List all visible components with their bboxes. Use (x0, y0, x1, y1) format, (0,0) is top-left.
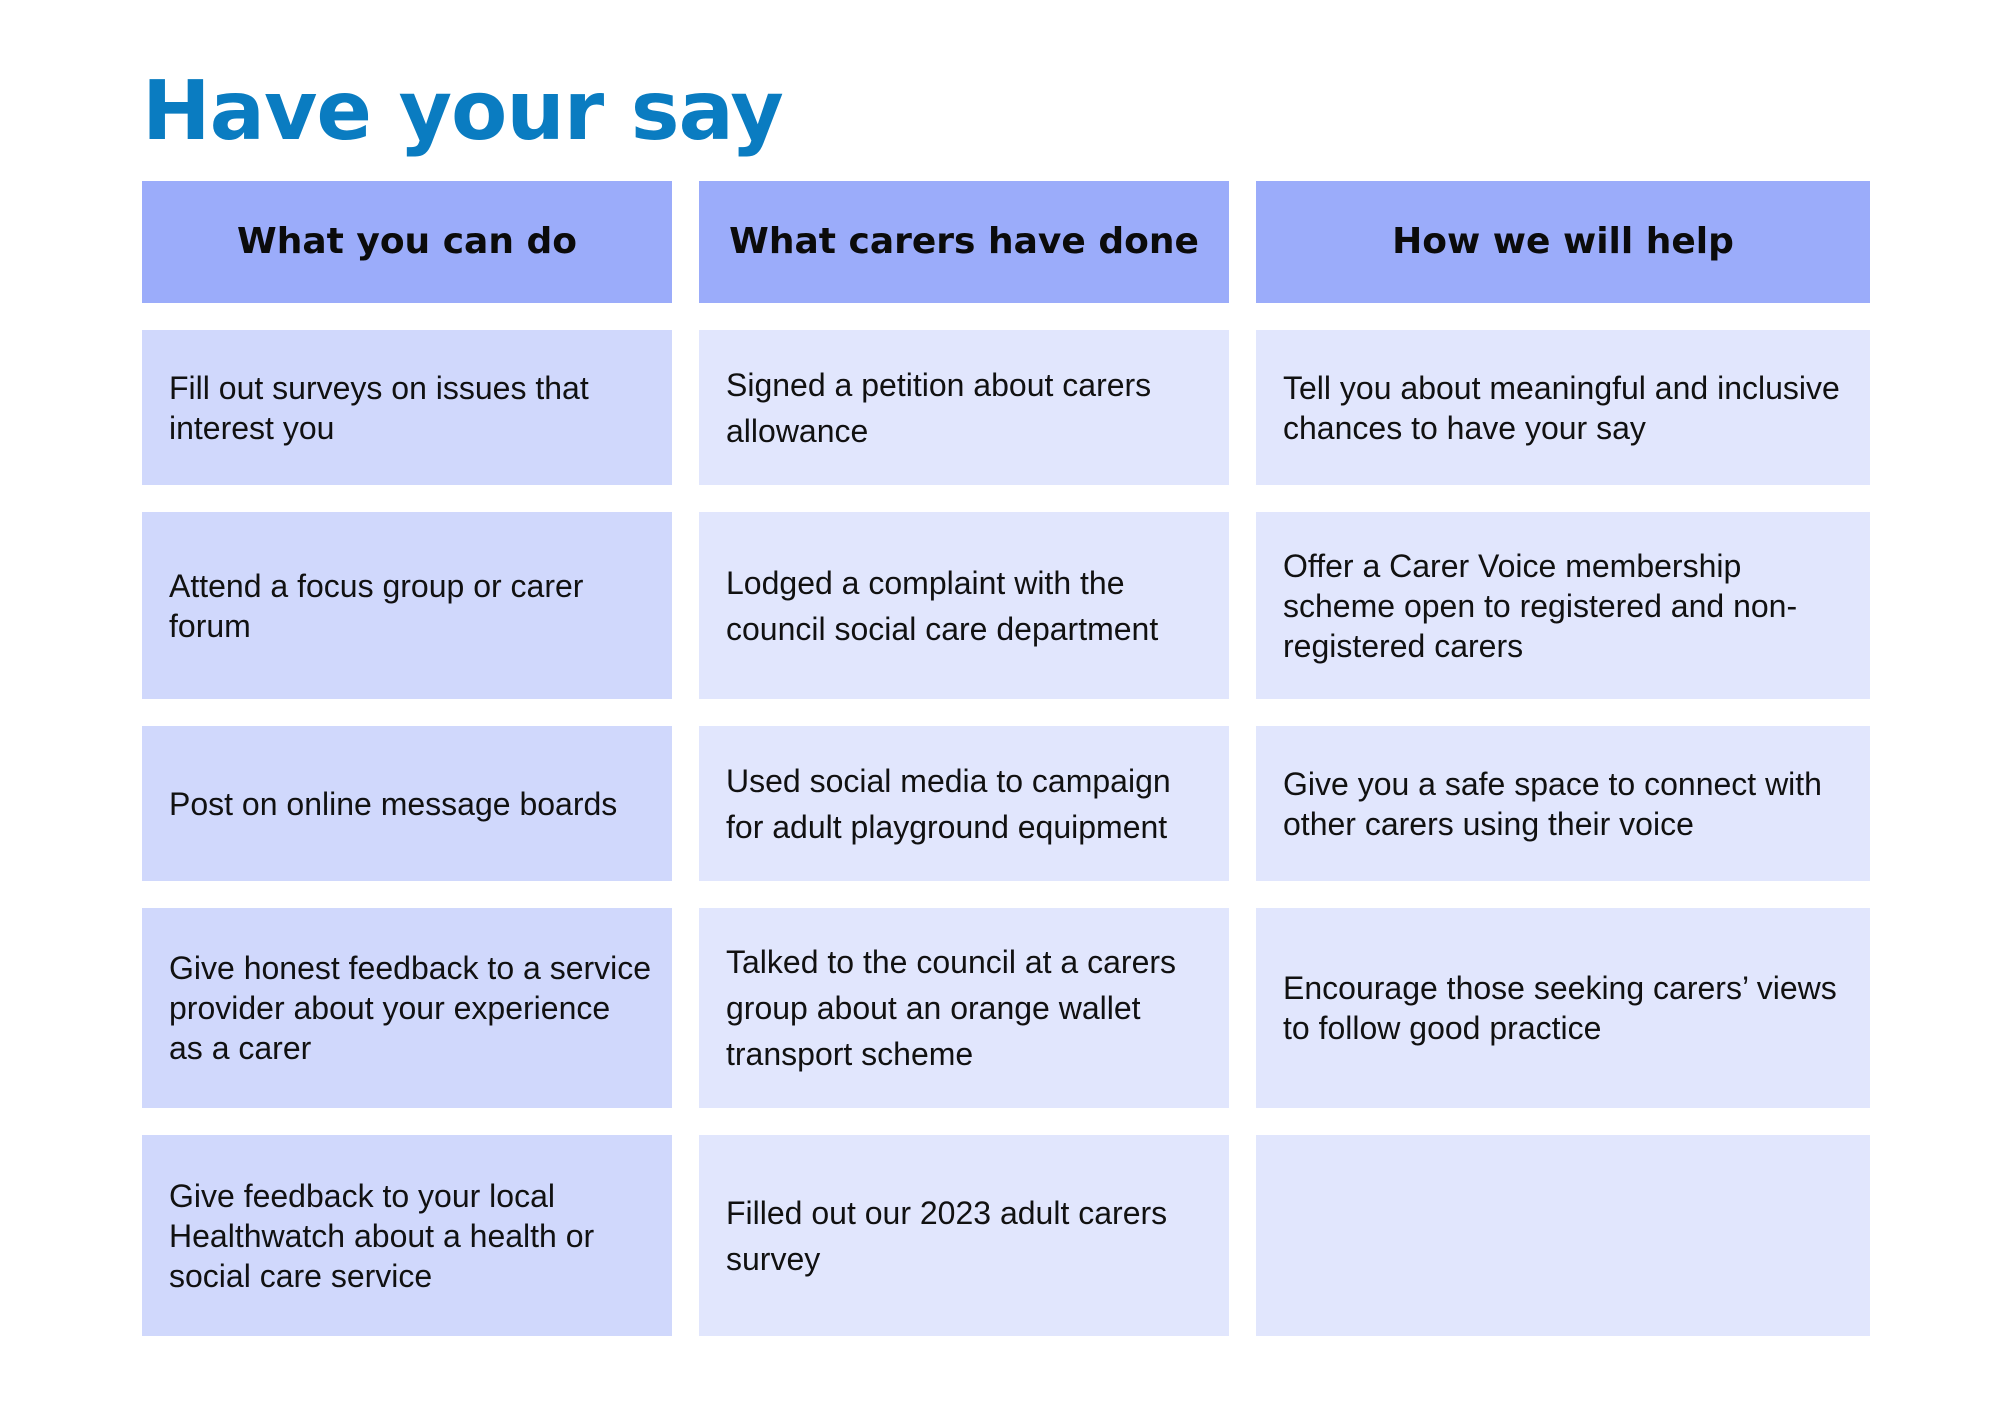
table-cell-what-carers-have-done: Used social media to campaign for adult … (699, 726, 1229, 881)
table-cell-how-we-will-help (1256, 1135, 1870, 1336)
column-header-what-carers-have-done: What carers have done (699, 181, 1229, 303)
table-cell-how-we-will-help: Encourage those seeking carers’ views to… (1256, 908, 1870, 1108)
table-cell-what-you-can-do: Post on online message boards (142, 726, 672, 881)
table-cell-what-you-can-do: Give feedback to your local Healthwatch … (142, 1135, 672, 1336)
table-cell-what-you-can-do: Attend a focus group or carer forum (142, 512, 672, 699)
column-header-how-we-will-help: How we will help (1256, 181, 1870, 303)
table-cell-what-you-can-do: Give honest feedback to a service provid… (142, 908, 672, 1108)
page-title: Have your say (142, 64, 784, 159)
table-cell-what-carers-have-done: Lodged a complaint with the council soci… (699, 512, 1229, 699)
table-cell-what-you-can-do: Fill out surveys on issues that interest… (142, 330, 672, 485)
table-cell-how-we-will-help: Give you a safe space to connect with ot… (1256, 726, 1870, 881)
table-cell-what-carers-have-done: Filled out our 2023 adult carers survey (699, 1135, 1229, 1336)
table-cell-how-we-will-help: Offer a Carer Voice membership scheme op… (1256, 512, 1870, 699)
table-cell-what-carers-have-done: Talked to the council at a carers group … (699, 908, 1229, 1108)
table-cell-what-carers-have-done: Signed a petition about carers allowance (699, 330, 1229, 485)
have-your-say-table: What you can do What carers have done Ho… (142, 181, 1870, 1336)
table-cell-how-we-will-help: Tell you about meaningful and inclusive … (1256, 330, 1870, 485)
column-header-what-you-can-do: What you can do (142, 181, 672, 303)
